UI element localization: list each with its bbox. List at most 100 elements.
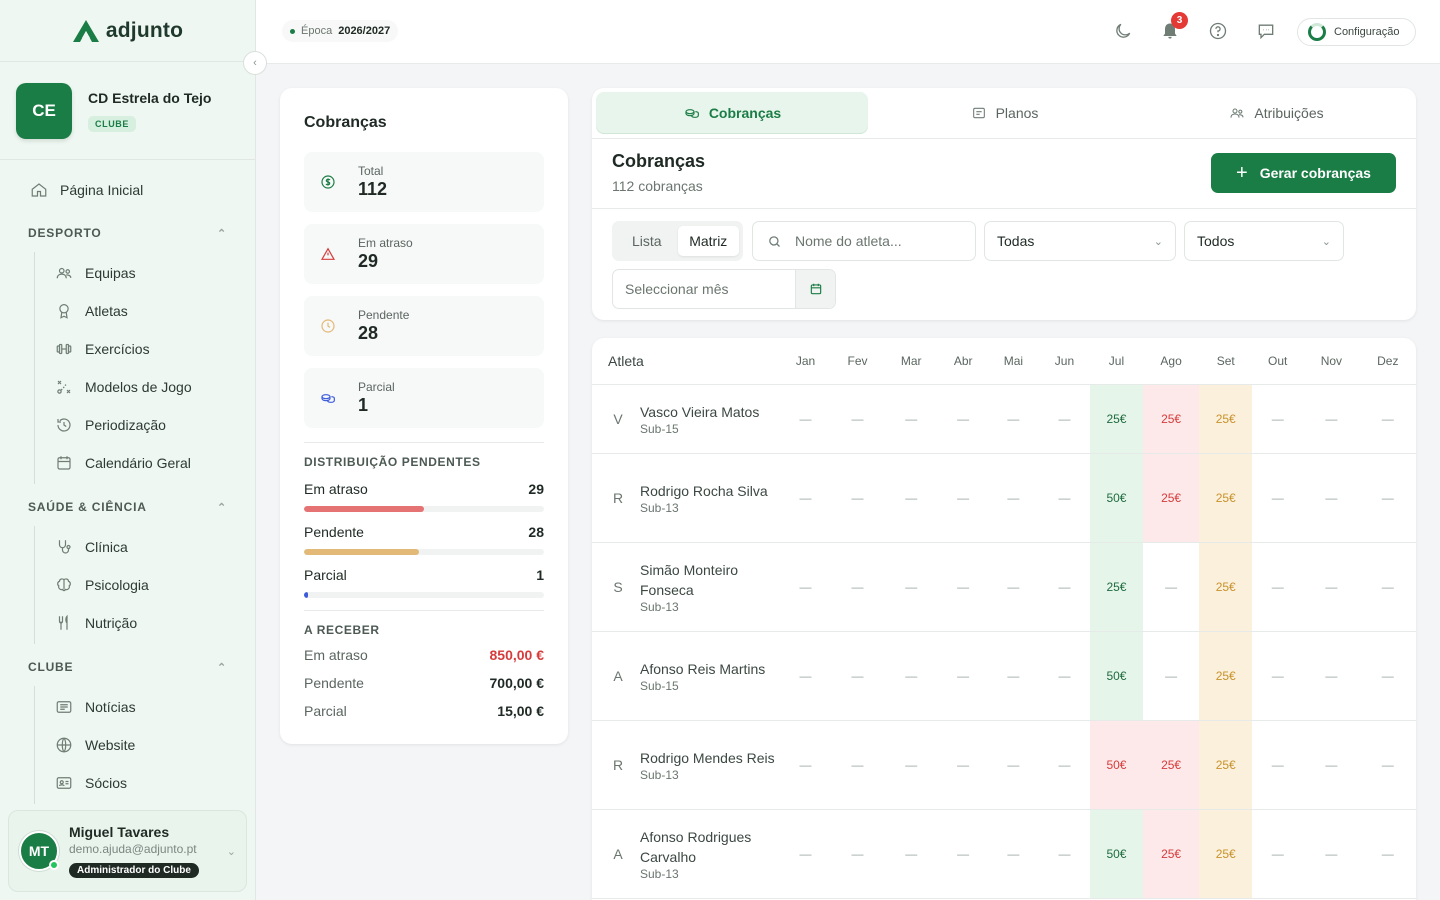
- charge-cell-late[interactable]: 25€: [1142, 809, 1200, 899]
- charge-cell-pend[interactable]: 25€: [1199, 631, 1253, 721]
- empty-cell: —: [1252, 631, 1304, 721]
- sidebar-item-noticias[interactable]: Notícias: [35, 688, 255, 726]
- view-toggle: Lista Matriz: [612, 221, 743, 261]
- sidebar-item-psicologia[interactable]: Psicologia: [35, 566, 255, 604]
- chevron-up-icon: ⌃: [216, 501, 227, 514]
- charge-cell-late[interactable]: 25€: [1142, 720, 1200, 810]
- athlete-cell: V Vasco Vieira Matos Sub-15: [592, 384, 780, 454]
- tab-planos[interactable]: Planos: [868, 92, 1140, 134]
- sidebar-item-nutricao[interactable]: Nutrição: [35, 604, 255, 642]
- charge-cell-paid[interactable]: 50€: [1090, 453, 1143, 543]
- empty-cell: —: [1303, 542, 1360, 632]
- sidebar-item-label: Equipas: [85, 265, 136, 281]
- generate-charges-label: Gerar cobranças: [1259, 165, 1371, 181]
- sidebar-item-atletas[interactable]: Atletas: [35, 292, 255, 330]
- charge-cell-late[interactable]: 25€: [1142, 384, 1200, 454]
- season-status-dot: [290, 28, 295, 34]
- athlete-name[interactable]: Afonso Rodrigues Carvalho: [640, 828, 752, 865]
- receive-amount: 700,00 €: [489, 675, 545, 691]
- stats-title: Cobranças: [304, 114, 387, 131]
- empty-cell: —: [1252, 453, 1304, 543]
- sidebar-item-periodizacao[interactable]: Periodização: [35, 406, 255, 444]
- club-header[interactable]: CE CD Estrela do Tejo CLUBE: [0, 62, 255, 160]
- table-row[interactable]: S Simão Monteiro Fonseca Sub-13— — — — — —25€ —2…: [592, 542, 1416, 632]
- app-logo[interactable]: adjunto: [0, 0, 255, 62]
- nav-section-clube[interactable]: CLUBE ⌃: [0, 648, 255, 686]
- empty-cell: —: [987, 384, 1039, 454]
- month-picker-input[interactable]: Seleccionar mês: [612, 269, 836, 309]
- sidebar-item-home[interactable]: Página Inicial: [0, 170, 255, 210]
- table-row[interactable]: A Afonso Reis Martins Sub-15— — — — — —50€ —25€ —…: [592, 631, 1416, 721]
- chevron-left-icon: ‹: [253, 57, 257, 69]
- sidebar-item-calendario-geral[interactable]: Calendário Geral: [35, 444, 255, 482]
- sidebar-item-label: Website: [85, 737, 136, 753]
- season-indicator[interactable]: Época 2026/2027: [282, 20, 399, 42]
- help-button[interactable]: [1207, 20, 1229, 42]
- distribution-label: Em atraso: [304, 481, 368, 497]
- empty-cell: —: [780, 542, 832, 632]
- charge-cell-pend[interactable]: 25€: [1199, 720, 1253, 810]
- generate-charges-button[interactable]: + Gerar cobranças: [1211, 153, 1396, 193]
- view-option-lista[interactable]: Lista: [631, 233, 662, 249]
- nav-section-desporto[interactable]: DESPORTO ⌃: [0, 214, 255, 252]
- status-select[interactable]: Todas ⌄: [984, 221, 1176, 261]
- topbar: Época 2026/2027 3 Configuração: [256, 0, 1440, 64]
- theme-toggle-button[interactable]: [1112, 20, 1134, 42]
- team-select[interactable]: Todos ⌄: [1184, 221, 1344, 261]
- stat-box-pendente: Pendente 28: [304, 296, 544, 356]
- athlete-search-input[interactable]: Nome do atleta...: [752, 221, 976, 261]
- charge-cell-late[interactable]: 25€: [1142, 453, 1200, 543]
- athlete-name[interactable]: Simão Monteiro Fonseca: [640, 561, 739, 598]
- view-option-matriz[interactable]: Matriz: [677, 226, 739, 256]
- sidebar-item-label: Página Inicial: [60, 182, 144, 198]
- empty-cell: —: [1359, 384, 1416, 454]
- table-row[interactable]: V Vasco Vieira Matos Sub-15— — — — — —25€ 25€ 25€…: [592, 384, 1416, 454]
- configuration-button[interactable]: Configuração: [1297, 18, 1416, 46]
- empty-cell: —: [883, 720, 939, 810]
- column-header-month: Dez: [1359, 338, 1416, 385]
- athlete-name[interactable]: Vasco Vieira Matos: [640, 403, 760, 420]
- charge-cell-paid[interactable]: 25€: [1090, 384, 1143, 454]
- charge-cell-paid[interactable]: 50€: [1090, 809, 1143, 899]
- utensils-icon: [55, 614, 73, 632]
- empty-cell: —: [831, 453, 884, 543]
- tab-cobrancas[interactable]: Cobranças: [596, 92, 868, 134]
- empty-cell: —: [987, 720, 1039, 810]
- sidebar-item-modelos-de-jogo[interactable]: Modelos de Jogo: [35, 368, 255, 406]
- progress-ring-icon: [1308, 23, 1326, 41]
- charge-cell-late[interactable]: 50€: [1090, 720, 1143, 810]
- sidebar-item-website[interactable]: Website: [35, 726, 255, 764]
- charge-cell-pend[interactable]: 25€: [1199, 542, 1253, 632]
- stat-value: 29: [358, 251, 379, 271]
- table-row[interactable]: A Afonso Rodrigues Carvalho Sub-13— — — — — —50…: [592, 809, 1416, 899]
- table-row[interactable]: R Rodrigo Rocha Silva Sub-13— — — — — —50€ 25€ 25…: [592, 453, 1416, 543]
- athlete-name[interactable]: Afonso Reis Martins: [640, 660, 766, 677]
- empty-cell: —: [938, 453, 988, 543]
- empty-cell: —: [1038, 720, 1091, 810]
- athlete-cell: A Afonso Reis Martins Sub-15: [592, 631, 780, 721]
- charge-cell-pend[interactable]: 25€: [1199, 453, 1253, 543]
- calendar-button[interactable]: [795, 270, 835, 308]
- charge-cell-paid[interactable]: 25€: [1090, 542, 1143, 632]
- charge-cell-paid[interactable]: 50€: [1090, 631, 1143, 721]
- athlete-name[interactable]: Rodrigo Mendes Reis: [640, 749, 775, 766]
- nav-section-saude-ciencia[interactable]: SAÚDE & CIÊNCIA ⌃: [0, 488, 255, 526]
- charge-cell-pend[interactable]: 25€: [1199, 809, 1253, 899]
- column-header-month: Out: [1252, 338, 1304, 385]
- sidebar-item-exercicios[interactable]: Exercícios: [35, 330, 255, 368]
- sidebar-item-equipas[interactable]: Equipas: [35, 254, 255, 292]
- collapse-sidebar-button[interactable]: ‹: [243, 51, 267, 75]
- charge-cell-pend[interactable]: 25€: [1199, 384, 1253, 454]
- sidebar-item-socios[interactable]: Sócios: [35, 764, 255, 802]
- newspaper-icon: [55, 698, 73, 716]
- table-row[interactable]: R Rodrigo Mendes Reis Sub-13— — — — — —50€ 25€ 25…: [592, 720, 1416, 810]
- athlete-name[interactable]: Rodrigo Rocha Silva: [640, 482, 768, 499]
- user-menu[interactable]: MT Miguel Tavares demo.ajuda@adjunto.pt …: [8, 810, 247, 892]
- messages-button[interactable]: [1255, 20, 1277, 42]
- receive-amount: 850,00 €: [489, 647, 545, 663]
- tab-atribuicoes[interactable]: Atribuições: [1140, 92, 1412, 134]
- sidebar-item-clinica[interactable]: Clínica: [35, 528, 255, 566]
- distribution-value: 29: [528, 481, 544, 497]
- notifications-button[interactable]: 3: [1159, 12, 1188, 42]
- season-label: Época: [301, 25, 333, 37]
